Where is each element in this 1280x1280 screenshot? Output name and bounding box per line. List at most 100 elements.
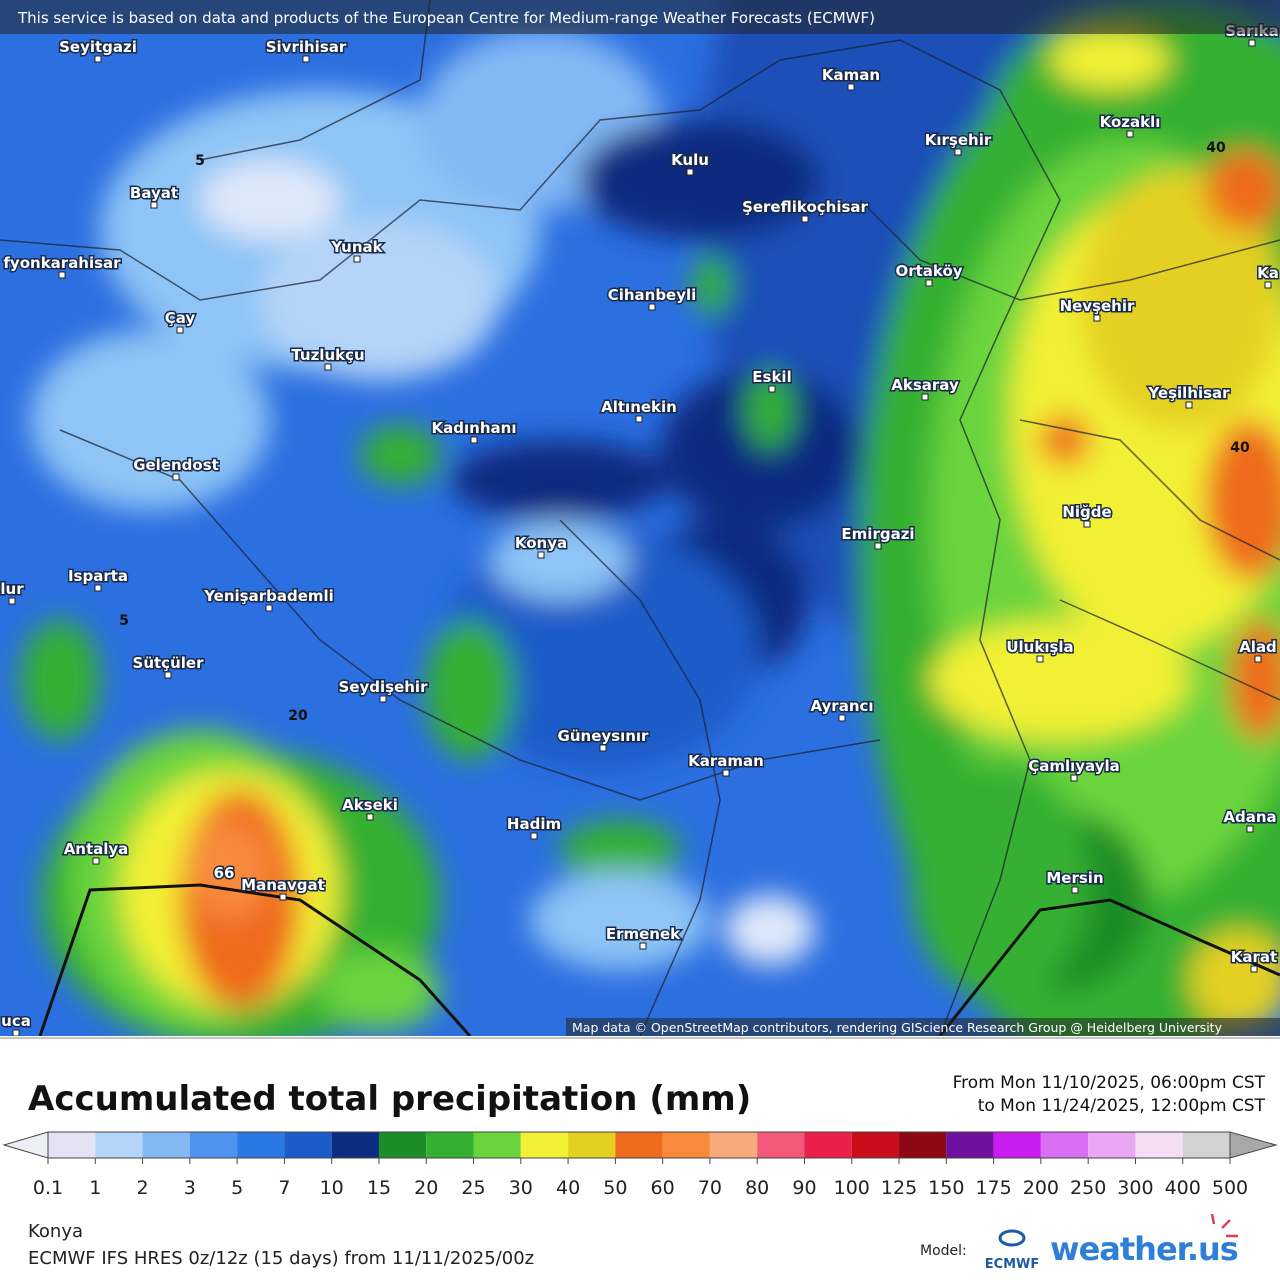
contour-labels: 5 5 20 40 40 66 <box>119 140 1250 884</box>
place-dot <box>58 271 66 279</box>
contour-label: 20 <box>288 708 308 724</box>
colorbar-tick-label: 2 <box>137 1177 149 1199</box>
map-credit: Map data © OpenStreetMap contributors, r… <box>572 1020 1223 1035</box>
precip-area <box>200 160 340 240</box>
place-label: Manavgat <box>241 876 325 894</box>
place-dot <box>279 893 287 901</box>
place-label: Cihanbeyli <box>608 286 697 304</box>
place-dot <box>172 473 180 481</box>
coastline <box>38 883 472 1036</box>
precip-area <box>1230 620 1280 740</box>
place-dot <box>366 813 374 821</box>
place-dot <box>12 1029 20 1036</box>
place-label: Sütçüler <box>133 654 205 672</box>
place-label: Karat <box>1231 948 1277 966</box>
place-dot <box>1126 130 1134 138</box>
colorbar-cell <box>473 1132 521 1158</box>
place-label: Alad <box>1239 638 1277 656</box>
place-label: Aksaray <box>891 376 959 394</box>
place-dot <box>768 385 776 393</box>
place-label: Yeşilhisar <box>1147 384 1230 402</box>
colorbar-cell <box>709 1132 758 1158</box>
precip-area <box>490 520 630 600</box>
colorbar-under <box>2 1131 49 1159</box>
place-label: Çay <box>165 309 196 327</box>
place-label: Bayat <box>130 184 178 202</box>
colorbar-tick-label: 100 <box>834 1177 870 1199</box>
place-label: Konya <box>515 534 567 552</box>
place-dot <box>1250 965 1258 973</box>
place-dot <box>1070 774 1078 782</box>
legend-title: Accumulated total precipitation (mm) <box>28 1079 751 1119</box>
model-run: ECMWF IFS HRES 0z/12z (15 days) from 11/… <box>28 1248 534 1269</box>
ecmwf-logo <box>998 1229 1026 1247</box>
ecmwf-text: ECMWF <box>985 1257 1040 1272</box>
period-to: to Mon 11/24/2025, 12:00pm CST <box>978 1096 1266 1116</box>
colorbar-cell <box>189 1132 238 1158</box>
place-dot <box>686 168 694 176</box>
place-label: Nevşehir <box>1060 297 1135 315</box>
colorbar-tick-label: 150 <box>928 1177 964 1199</box>
colorbar-tick-label: 0.1 <box>33 1177 63 1199</box>
place-label: Kaman <box>822 66 880 84</box>
place-dot <box>1246 825 1254 833</box>
place-label: fyonkarahisar <box>3 254 121 272</box>
place-dot <box>838 714 846 722</box>
place-dot <box>176 326 184 334</box>
place-label: lur <box>0 580 24 598</box>
place-dot <box>1248 39 1256 47</box>
precip-area <box>1080 170 1280 430</box>
colorbar-cell <box>662 1132 710 1158</box>
place-label: Ermenek <box>606 925 681 943</box>
contour-label: 66 <box>214 864 235 882</box>
place-label: Adana <box>1223 808 1276 826</box>
colorbar-tick-label: 1 <box>89 1177 101 1199</box>
place-label: Şereflikoçhisar <box>742 198 868 216</box>
place-dot <box>1264 281 1272 289</box>
place-label: Ayrancı <box>810 697 873 715</box>
precip-area <box>745 370 795 450</box>
location: Konya <box>28 1221 83 1242</box>
colorbar: 0.1 1 2 3 5 7 10 15 20 25 30 40 50 60 70 80 90 100 125 150 1… <box>2 1131 1278 1199</box>
precip-area <box>692 255 732 315</box>
place-dot <box>874 542 882 550</box>
precip-area <box>450 440 670 520</box>
contour-label: 40 <box>1206 140 1226 156</box>
map: Seyitgazi Sivrihisar Kaman Kozaklı Kırşehir K… <box>0 0 1280 1036</box>
place-dot <box>635 415 643 423</box>
colorbar-tick-label: 40 <box>556 1177 580 1199</box>
place-dot <box>302 55 310 63</box>
place-label: Mersin <box>1046 869 1103 887</box>
precip-area <box>320 950 440 1030</box>
precip-area <box>1190 930 1280 1030</box>
colorbar-cell <box>237 1132 285 1158</box>
place-dot <box>150 201 158 209</box>
colorbar-cell <box>142 1132 190 1158</box>
place-label: Kulu <box>671 151 709 169</box>
place-label: Yunak <box>330 238 383 256</box>
place-dot <box>921 393 929 401</box>
place-label: Karaman <box>688 752 764 770</box>
model-label: Model: <box>920 1243 967 1259</box>
colorbar-over <box>1229 1131 1278 1159</box>
place-label: Emirgazi <box>841 525 914 543</box>
colorbar-tick-label: 15 <box>367 1177 391 1199</box>
precip-area <box>560 820 680 880</box>
place-dot <box>722 769 730 777</box>
colorbar-cell <box>615 1132 663 1158</box>
place-label: Kozaklı <box>1100 113 1161 131</box>
place-label: Çamlıyayla <box>1028 757 1120 775</box>
colorbar-frame <box>47 1131 1231 1159</box>
precip-field <box>20 0 1280 1036</box>
place-dot <box>1185 401 1193 409</box>
place-dot <box>599 744 607 752</box>
place-label: Ulukışla <box>1006 638 1073 656</box>
brand-sun <box>1210 1213 1238 1238</box>
precip-area <box>20 620 100 740</box>
colorbar-tick-label: 300 <box>1117 1177 1153 1199</box>
colorbar-tick-label: 250 <box>1070 1177 1106 1199</box>
colorbar-cell <box>1040 1132 1089 1158</box>
coastline <box>938 898 1280 1036</box>
place-label: Seyitgazi <box>59 38 137 56</box>
